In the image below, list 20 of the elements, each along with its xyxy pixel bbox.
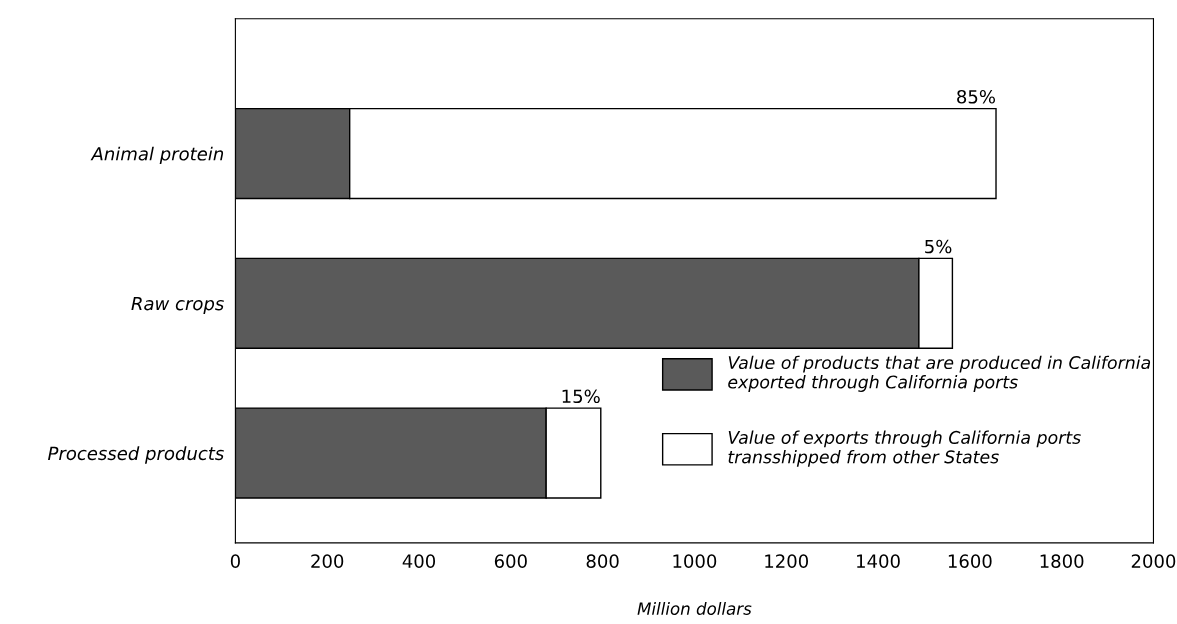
x-tick-label: 0 — [230, 554, 240, 568]
x-tick-label: 600 — [494, 554, 527, 568]
legend-label: Value of exports through California ports transshipped from other States — [728, 430, 1081, 467]
y-tick-label: Processed products — [48, 446, 224, 464]
x-tick-label: 400 — [402, 554, 436, 568]
x-tick-label: 1800 — [1040, 554, 1084, 568]
annotation: 15% — [562, 389, 600, 404]
x-tick-label: 2000 — [1131, 554, 1176, 568]
legend-label: Value of products that are produced in California exported through California ports — [728, 355, 1151, 392]
annotation: 5% — [925, 239, 952, 254]
x-tick-label: 1600 — [948, 554, 992, 568]
x-tick-label: 800 — [586, 554, 619, 568]
annotation: 85% — [957, 89, 996, 104]
x-tick-label: 200 — [311, 554, 344, 568]
y-tick-label: Raw crops — [131, 296, 224, 314]
x-tick-label: 1000 — [673, 554, 717, 568]
y-tick-label: Animal protein — [90, 146, 224, 165]
x-tick-label: 1400 — [857, 554, 900, 568]
x-tick-label: 1200 — [765, 554, 809, 568]
x-axis-title: Million dollars — [637, 602, 752, 615]
